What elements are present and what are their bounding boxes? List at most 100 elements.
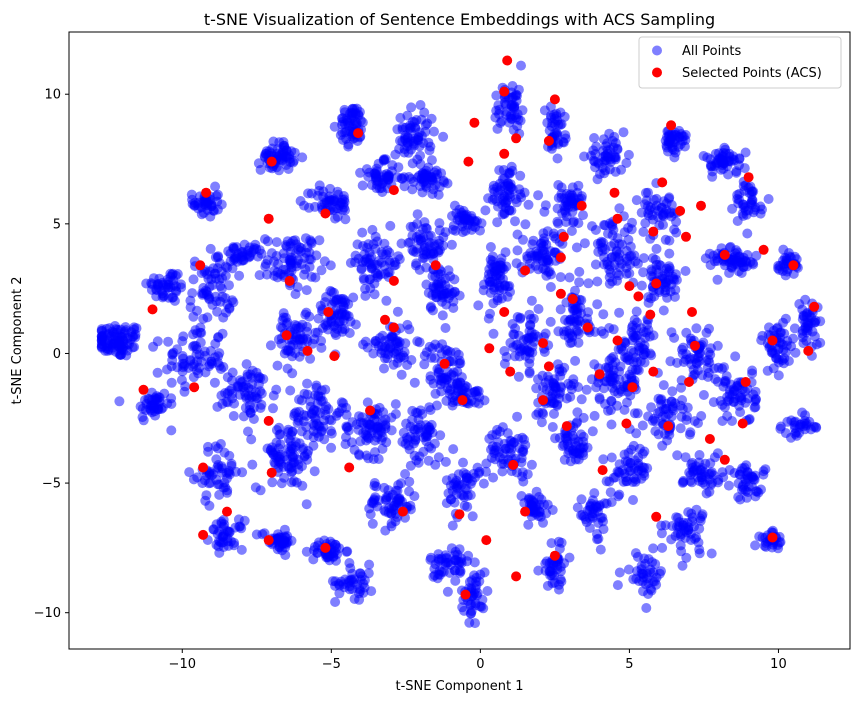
all-point	[334, 316, 345, 327]
all-point	[354, 594, 365, 605]
all-point	[609, 259, 620, 270]
all-point	[637, 420, 648, 431]
all-point	[474, 466, 485, 477]
all-point	[427, 305, 438, 316]
all-point	[151, 391, 162, 402]
selected-point	[505, 366, 516, 377]
all-point	[280, 550, 291, 561]
all-point	[379, 363, 389, 374]
all-point	[276, 338, 287, 349]
all-point	[700, 471, 711, 482]
selected-point	[266, 156, 277, 167]
selected-point	[430, 260, 441, 271]
all-point	[362, 397, 373, 408]
all-point	[194, 349, 205, 360]
all-point	[427, 175, 438, 186]
all-point	[254, 270, 265, 281]
all-point	[291, 332, 302, 343]
all-point	[163, 292, 174, 303]
all-point	[552, 153, 563, 164]
all-point	[797, 407, 808, 418]
all-point	[369, 278, 380, 289]
all-point	[552, 203, 563, 214]
all-point	[523, 519, 534, 530]
all-point	[373, 176, 383, 187]
all-point	[666, 411, 677, 422]
all-point	[221, 307, 232, 318]
all-point	[412, 154, 423, 165]
all-point	[239, 239, 250, 250]
selected-point	[147, 304, 158, 315]
all-point	[495, 178, 505, 189]
all-point	[297, 461, 307, 472]
selected-point	[767, 335, 778, 346]
all-point	[404, 476, 415, 487]
all-point	[566, 226, 577, 236]
all-point	[463, 550, 474, 561]
all-point	[172, 269, 183, 279]
all-point	[541, 270, 552, 281]
all-point	[747, 368, 758, 379]
all-point	[742, 250, 753, 260]
legend-marker-selected-points	[652, 67, 662, 78]
all-point	[370, 231, 381, 242]
all-point	[757, 204, 767, 215]
all-point	[389, 260, 400, 271]
all-point	[533, 248, 543, 259]
all-point	[524, 366, 535, 377]
all-point	[632, 317, 642, 328]
all-point	[120, 322, 131, 333]
all-point	[618, 381, 629, 392]
all-point	[384, 247, 395, 258]
y-tick-label: 5	[53, 217, 61, 232]
all-point	[599, 259, 610, 270]
all-point	[275, 439, 286, 450]
all-point	[614, 489, 625, 500]
all-point	[499, 209, 510, 219]
all-point	[319, 434, 330, 445]
all-point	[310, 272, 321, 283]
all-point	[337, 116, 348, 127]
all-point	[691, 323, 702, 334]
all-point	[664, 235, 675, 246]
all-point	[625, 390, 636, 401]
all-point	[445, 494, 456, 505]
all-point	[415, 405, 426, 416]
selected-point	[543, 135, 554, 146]
all-point	[739, 163, 750, 174]
all-point	[643, 554, 654, 565]
all-point	[739, 185, 750, 196]
all-point	[402, 141, 413, 152]
all-point	[582, 442, 593, 453]
all-point	[255, 403, 266, 413]
all-point	[763, 194, 774, 204]
all-point	[712, 274, 723, 285]
all-point	[138, 415, 149, 426]
all-point	[423, 137, 434, 148]
all-point	[188, 311, 199, 322]
all-point	[163, 336, 174, 347]
all-point	[677, 560, 688, 571]
all-point	[114, 396, 125, 407]
all-point	[608, 224, 619, 235]
all-point	[657, 440, 668, 451]
all-point	[455, 358, 466, 369]
all-point	[434, 554, 445, 565]
all-point	[508, 125, 519, 136]
all-point	[449, 286, 460, 297]
all-point	[350, 250, 361, 261]
selected-point	[538, 338, 548, 349]
all-point	[510, 90, 521, 101]
all-point	[646, 293, 656, 304]
all-point	[505, 286, 515, 297]
selected-point	[499, 148, 510, 159]
all-point	[166, 425, 177, 436]
all-point	[485, 308, 495, 319]
all-point	[581, 384, 592, 395]
all-point	[424, 145, 435, 156]
all-point	[217, 291, 228, 302]
all-point	[357, 180, 368, 191]
all-point	[555, 304, 566, 315]
all-point	[445, 271, 455, 282]
all-point	[446, 239, 457, 250]
